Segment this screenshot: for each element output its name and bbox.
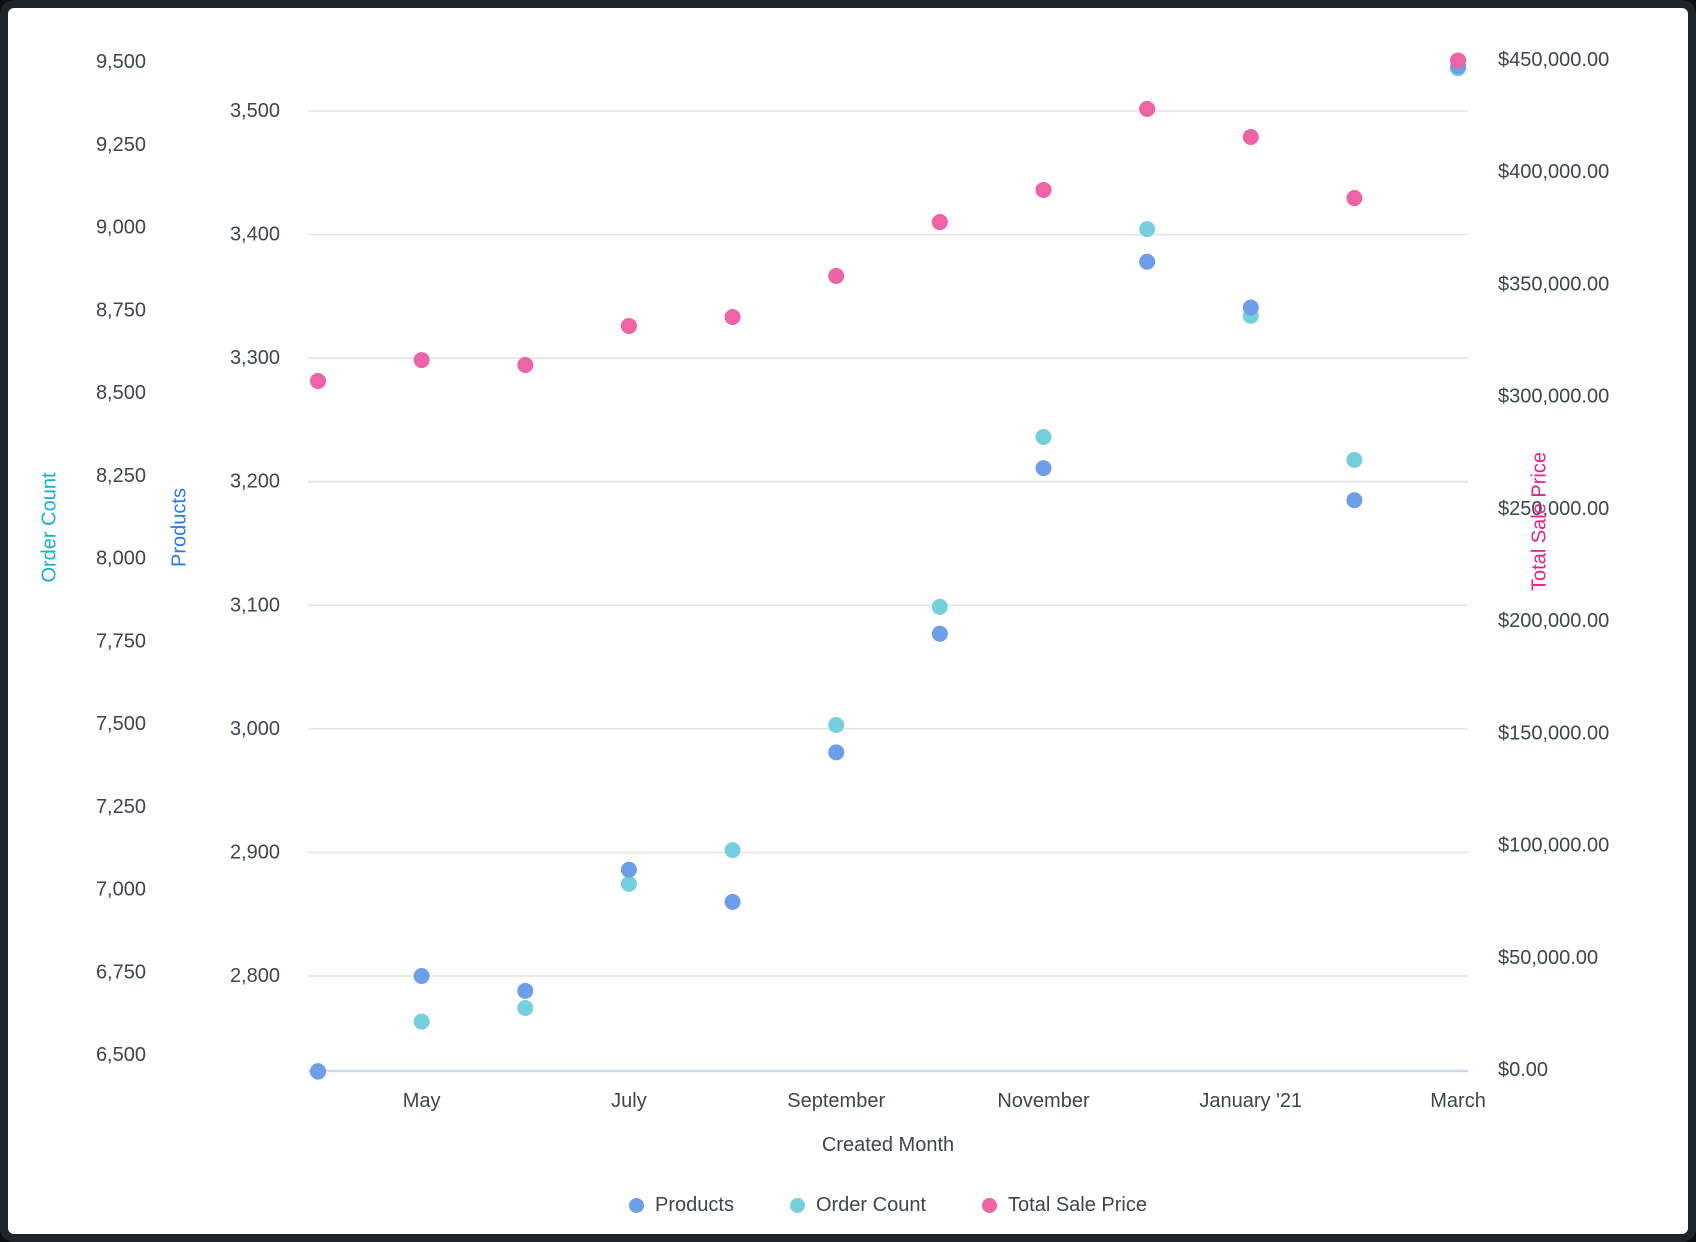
data-point-order_count[interactable] — [931, 598, 948, 615]
data-point-order_count[interactable] — [620, 875, 637, 892]
y-tick-label-total_sale_price: $350,000.00 — [1498, 273, 1609, 295]
legend-label: Order Count — [815, 1194, 927, 1216]
y-tick-label-order_count: 7,250 — [96, 796, 146, 818]
data-point-products[interactable] — [1242, 299, 1259, 316]
x-tick-label: November — [997, 1090, 1090, 1112]
y-tick-label-products: 3,300 — [230, 347, 280, 369]
y-tick-label-order_count: 7,750 — [96, 630, 146, 652]
data-point-order_count[interactable] — [1139, 221, 1156, 238]
data-point-total_sale_price[interactable] — [1139, 100, 1156, 117]
y-tick-label-products: 3,100 — [230, 594, 280, 616]
y-tick-label-total_sale_price: $200,000.00 — [1498, 610, 1609, 632]
y-tick-label-total_sale_price: $400,000.00 — [1498, 161, 1609, 183]
y-tick-label-order_count: 8,750 — [96, 299, 146, 321]
legend-dot-products-icon — [629, 1198, 645, 1213]
data-point-total_sale_price[interactable] — [931, 214, 948, 231]
y-tick-label-order_count: 8,250 — [96, 465, 146, 487]
y-tick-label-order_count: 9,000 — [96, 217, 146, 239]
x-tick-label: September — [787, 1090, 885, 1112]
data-point-total_sale_price[interactable] — [724, 308, 741, 325]
data-point-total_sale_price[interactable] — [413, 352, 430, 369]
data-point-products[interactable] — [724, 893, 741, 910]
data-point-total_sale_price[interactable] — [1242, 128, 1259, 145]
y-tick-label-products: 3,200 — [230, 471, 280, 493]
y-tick-label-total_sale_price: $50,000.00 — [1498, 947, 1598, 969]
data-point-total_sale_price[interactable] — [310, 372, 326, 389]
data-point-total_sale_price[interactable] — [1035, 181, 1052, 198]
y-tick-label-total_sale_price: $450,000.00 — [1498, 49, 1609, 71]
data-point-total_sale_price[interactable] — [1450, 52, 1467, 69]
data-point-order_count[interactable] — [517, 999, 534, 1016]
y-tick-label-order_count: 8,000 — [96, 548, 146, 570]
x-tick-label: July — [611, 1090, 647, 1112]
data-point-products[interactable] — [1035, 460, 1052, 477]
y-tick-label-products: 3,400 — [230, 224, 280, 246]
y-tick-label-order_count: 6,500 — [96, 1044, 146, 1066]
data-point-products[interactable] — [517, 982, 534, 999]
data-point-products[interactable] — [828, 744, 845, 761]
data-point-total_sale_price[interactable] — [828, 267, 845, 284]
legend-item-total-sale-price[interactable]: Total Sale Price — [982, 1194, 1147, 1217]
y-tick-label-total_sale_price: $150,000.00 — [1498, 722, 1609, 744]
data-point-order_count[interactable] — [724, 842, 741, 859]
y-tick-label-order_count: 9,500 — [96, 51, 146, 73]
y-tick-label-total_sale_price: $0.00 — [1498, 1059, 1548, 1081]
y-axis-title-total-sale-price: Total Sale Price — [1528, 452, 1551, 591]
data-point-products[interactable] — [1346, 492, 1363, 509]
y-tick-label-products: 3,000 — [230, 718, 280, 740]
y-tick-label-total_sale_price: $100,000.00 — [1498, 835, 1609, 857]
y-tick-label-products: 2,800 — [230, 965, 280, 987]
legend-dot-total-sale-price-icon — [982, 1198, 998, 1213]
y-tick-label-order_count: 7,500 — [96, 713, 146, 735]
x-tick-label: March — [1430, 1090, 1486, 1112]
legend-item-products[interactable]: Products — [629, 1194, 734, 1217]
legend-dot-order-count-icon — [789, 1198, 805, 1213]
data-point-products[interactable] — [1139, 253, 1156, 270]
x-tick-label: May — [403, 1090, 441, 1112]
legend-label: Total Sale Price — [1008, 1194, 1147, 1216]
legend: Products Order Count Total Sale Price — [308, 1194, 1468, 1217]
data-point-order_count[interactable] — [413, 1013, 430, 1030]
y-tick-label-order_count: 7,000 — [96, 879, 146, 901]
data-point-total_sale_price[interactable] — [1346, 190, 1363, 207]
x-axis-title: Created Month — [821, 1134, 955, 1156]
data-point-products[interactable] — [931, 625, 948, 642]
y-tick-label-total_sale_price: $300,000.00 — [1498, 386, 1609, 408]
y-tick-label-order_count: 6,750 — [96, 961, 146, 983]
legend-label: Products — [655, 1194, 734, 1216]
data-point-products[interactable] — [413, 968, 430, 984]
y-axis-title-order-count: Order Count — [38, 472, 61, 583]
data-point-total_sale_price[interactable] — [620, 317, 637, 334]
y-tick-label-products: 3,500 — [230, 100, 280, 122]
y-tick-label-products: 2,900 — [230, 841, 280, 863]
x-tick-label: January '21 — [1199, 1090, 1302, 1112]
legend-item-order-count[interactable]: Order Count — [789, 1194, 927, 1217]
y-tick-label-total_sale_price: $250,000.00 — [1498, 498, 1609, 520]
y-axis-title-products: Products — [168, 488, 191, 567]
data-point-products[interactable] — [310, 1063, 326, 1080]
y-tick-label-order_count: 9,250 — [96, 134, 146, 156]
data-point-products[interactable] — [620, 861, 637, 878]
scatter-plot-area: 6,500 6,750 7,000 7,250 7,500 7,750 8,000 8,250… — [96, 49, 1609, 1112]
data-point-order_count[interactable] — [1035, 429, 1052, 446]
data-point-order_count[interactable] — [1346, 451, 1363, 468]
y-tick-label-order_count: 8,500 — [96, 382, 146, 404]
data-point-total_sale_price[interactable] — [517, 357, 534, 374]
data-point-order_count[interactable] — [828, 716, 845, 733]
